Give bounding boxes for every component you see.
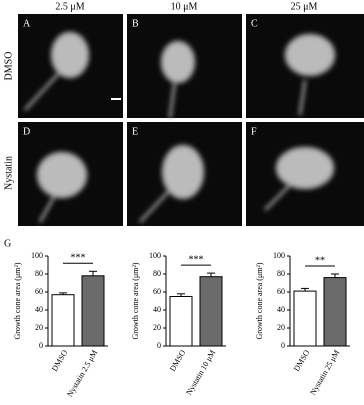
y-tick-label: 40: [277, 305, 285, 314]
y-tick-label: 100: [31, 251, 43, 260]
row-label: DMSO: [3, 52, 14, 81]
column-header: 25 μM: [291, 1, 318, 12]
y-tick-label: 20: [35, 323, 43, 332]
significance: **: [315, 255, 325, 266]
y-tick-label: 80: [35, 269, 43, 278]
y-tick-label: 20: [277, 323, 285, 332]
y-tick-label: 0: [281, 341, 285, 350]
bar: [293, 290, 317, 347]
significance: ***: [71, 253, 86, 264]
y-tick-label: 100: [149, 251, 161, 260]
bar: [199, 276, 223, 347]
x-tick-label: Nystatin 10 μM: [184, 348, 217, 396]
y-tick-label: 80: [153, 269, 161, 278]
y-axis-label: Growth cone area (μm²): [13, 262, 22, 339]
y-tick-label: 0: [157, 341, 161, 350]
x-tick-label: DMSO: [168, 348, 187, 373]
bar: [169, 296, 193, 347]
panel-letter: A: [23, 18, 31, 29]
y-tick-label: 60: [153, 287, 161, 296]
micrographs: [18, 14, 364, 226]
column-header: 2.5 μM: [55, 1, 84, 12]
panel-letter: E: [132, 126, 138, 137]
y-axis-label: Growth cone area (μm²): [255, 262, 264, 339]
y-tick-label: 40: [35, 305, 43, 314]
panel-letter: B: [132, 18, 139, 29]
panel-letter: F: [251, 126, 257, 137]
row-label: Nystatin: [3, 156, 14, 190]
significance: ***: [189, 254, 204, 265]
panel-letter: G: [4, 238, 11, 249]
panel-letter: D: [23, 126, 30, 137]
x-tick-label: Nystatin 25 μM: [308, 348, 341, 396]
x-tick-label: Nystatin 2.5 μM: [65, 348, 99, 398]
x-tick-label: DMSO: [292, 348, 311, 373]
panel-letter: C: [251, 18, 258, 29]
y-tick-label: 0: [39, 341, 43, 350]
y-tick-label: 80: [277, 269, 285, 278]
column-header: 10 μM: [171, 1, 198, 12]
y-tick-label: 40: [153, 305, 161, 314]
y-tick-label: 20: [153, 323, 161, 332]
y-tick-label: 100: [273, 251, 285, 260]
bar: [323, 277, 347, 347]
y-axis-label: Growth cone area (μm²): [131, 262, 140, 339]
x-tick-label: DMSO: [50, 348, 69, 373]
y-tick-label: 60: [277, 287, 285, 296]
bar: [81, 275, 105, 347]
y-tick-label: 60: [35, 287, 43, 296]
bar: [51, 294, 75, 347]
